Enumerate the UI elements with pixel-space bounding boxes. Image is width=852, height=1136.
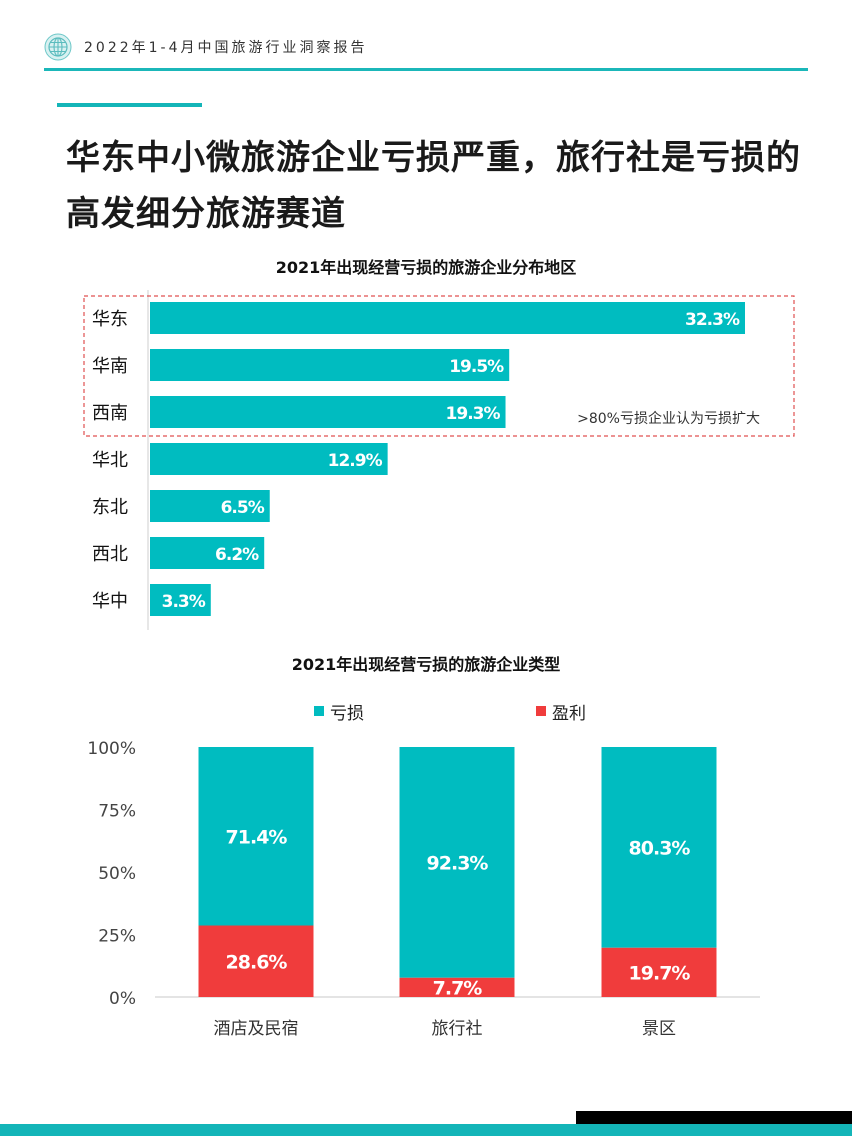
- report-header-title: 2022年1-4月中国旅游行业洞察报告: [84, 40, 368, 56]
- globe-logo-icon: [44, 33, 72, 61]
- y-tick-label: 50%: [98, 864, 136, 884]
- data-label: 32.3%: [685, 310, 740, 330]
- data-label-profit: 19.7%: [629, 962, 691, 984]
- category-label: 东北: [92, 497, 128, 518]
- type-stacked-bar-chart: 亏损 盈利 100% 75% 50% 25% 0% 71.4% 28.6% 酒店及民宿 92.3% 7…: [87, 704, 760, 1039]
- bar-西南: [150, 396, 506, 428]
- bar-华南: [150, 349, 510, 381]
- highlight-annotation: >80%亏损企业认为亏损扩大: [577, 410, 760, 427]
- highlight-box: [83, 295, 795, 437]
- x-tick-label: 旅行社: [432, 1019, 483, 1039]
- bar-profit-酒店及民宿: [198, 925, 314, 997]
- legend-label-loss: 亏损: [330, 704, 364, 724]
- bar-profit-旅行社: [399, 977, 515, 997]
- data-label-profit: 28.6%: [226, 951, 288, 973]
- chart2-title: 2021年出现经营亏损的旅游企业类型: [291, 655, 561, 674]
- data-label: 19.5%: [449, 357, 504, 377]
- category-label: 华中: [92, 591, 128, 612]
- legend-swatch-loss: [314, 706, 324, 716]
- page-title: 华东中小微旅游企业亏损严重，旅行社是亏损的高发细分旅游赛道: [66, 138, 801, 234]
- data-label: 6.5%: [221, 498, 265, 518]
- bar-华北: [150, 443, 388, 475]
- x-tick-label: 景区: [642, 1019, 676, 1039]
- bar-loss-酒店及民宿: [198, 747, 314, 926]
- chart1-title: 2021年出现经营亏损的旅游企业分布地区: [275, 258, 577, 277]
- bar-loss-旅行社: [399, 747, 515, 978]
- data-label-loss: 71.4%: [226, 826, 288, 848]
- data-label: 6.2%: [215, 545, 259, 565]
- data-label-profit: 7.7%: [433, 977, 483, 999]
- data-label-loss: 92.3%: [427, 852, 489, 874]
- y-tick-label: 0%: [109, 989, 136, 1009]
- y-tick-label: 25%: [98, 927, 136, 947]
- bar-西北: [150, 537, 265, 569]
- footer-black-bar: [576, 1111, 852, 1124]
- category-label: 西南: [92, 403, 128, 424]
- category-label: 华北: [92, 450, 128, 471]
- data-label-loss: 80.3%: [629, 837, 691, 859]
- region-loss-bar-chart: 华东 32.3% 华南 19.5% 西南 19.3% 华北 12.9% 东北 6.5% 西北 6.2%…: [83, 290, 795, 630]
- legend-swatch-profit: [536, 706, 546, 716]
- legend-label-profit: 盈利: [552, 704, 586, 724]
- y-tick-label: 100%: [87, 739, 136, 759]
- bar-东北: [150, 490, 270, 522]
- bar-profit-景区: [601, 947, 717, 997]
- header-divider: [44, 68, 808, 71]
- x-tick-label: 酒店及民宿: [214, 1019, 299, 1039]
- data-label: 19.3%: [446, 404, 501, 424]
- bar-loss-景区: [601, 747, 717, 948]
- footer-teal-bar: [0, 1124, 852, 1136]
- category-label: 华南: [92, 356, 128, 377]
- bar-华东: [150, 302, 745, 334]
- category-label: 西北: [92, 544, 128, 565]
- data-label: 3.3%: [162, 592, 206, 612]
- title-accent-bar: [57, 103, 202, 107]
- y-tick-label: 75%: [98, 802, 136, 822]
- bar-华中: [150, 584, 211, 616]
- data-label: 12.9%: [328, 451, 383, 471]
- category-label: 华东: [92, 309, 128, 330]
